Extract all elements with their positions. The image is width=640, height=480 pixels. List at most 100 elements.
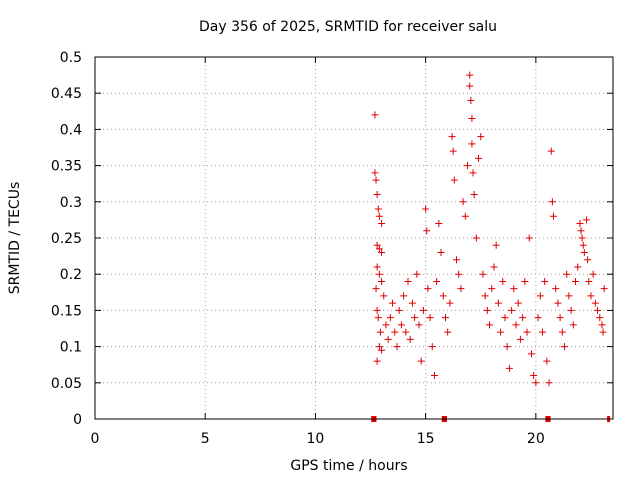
data-point <box>563 270 571 278</box>
x-tick-label: 20 <box>527 431 545 447</box>
data-point <box>600 285 608 293</box>
data-point <box>375 245 383 253</box>
data-point <box>372 176 380 184</box>
data-point <box>446 299 454 307</box>
data-point <box>406 335 414 343</box>
data-point <box>468 140 476 148</box>
data-point <box>378 248 386 256</box>
data-point <box>373 357 381 365</box>
data-point <box>558 328 566 336</box>
data-point <box>450 176 458 184</box>
data-point <box>371 169 379 177</box>
data-point <box>435 220 443 228</box>
data-point <box>565 292 573 300</box>
data-point <box>373 191 381 199</box>
y-tick-label: 0.5 <box>60 50 82 66</box>
data-point <box>556 314 564 322</box>
data-point <box>483 306 491 314</box>
data-point <box>579 241 587 249</box>
data-point <box>437 248 445 256</box>
data-point <box>397 321 405 329</box>
data-point <box>580 248 588 256</box>
data-point <box>503 343 511 351</box>
data-point <box>459 198 467 206</box>
data-point <box>371 111 379 119</box>
data-point <box>477 133 485 141</box>
data-point <box>547 147 555 155</box>
x-axis-label: GPS time / hours <box>290 458 407 474</box>
data-point <box>532 379 540 387</box>
y-tick-label: 0.15 <box>51 303 82 319</box>
data-point <box>574 263 582 271</box>
data-point <box>530 372 538 380</box>
data-point <box>501 314 509 322</box>
data-point <box>426 314 434 322</box>
data-point <box>411 314 419 322</box>
y-tick-label: 0.2 <box>60 267 82 283</box>
y-tick-label: 0 <box>73 412 82 428</box>
y-tick-label: 0.45 <box>51 86 82 102</box>
data-point <box>444 328 452 336</box>
data-point <box>541 277 549 285</box>
x-tick-label: 15 <box>417 431 435 447</box>
data-point <box>572 277 580 285</box>
x-tick-label: 10 <box>307 431 325 447</box>
data-point <box>527 350 535 358</box>
data-point <box>561 343 569 351</box>
data-point <box>567 306 575 314</box>
data-point <box>499 277 507 285</box>
data-point <box>599 328 607 336</box>
data-point <box>466 82 474 90</box>
data-point <box>376 328 384 336</box>
data-point <box>422 205 430 213</box>
data-point <box>512 321 520 329</box>
data-point <box>508 306 516 314</box>
y-tick-label: 0.35 <box>51 159 82 175</box>
data-point <box>373 306 381 314</box>
data-point <box>466 71 474 79</box>
chart-title: Day 356 of 2025, SRMTID for receiver sal… <box>199 19 497 35</box>
data-point <box>428 343 436 351</box>
data-point <box>497 328 505 336</box>
data-point <box>400 292 408 300</box>
data-point <box>415 321 423 329</box>
data-point <box>587 292 595 300</box>
data-point <box>449 147 457 155</box>
axis-ticks: 0 5 10 15 20 0 0.05 0.1 0.15 0.2 0.25 0.3 0.35 0.4 0.4… <box>51 50 613 447</box>
data-point <box>374 205 382 213</box>
data-point <box>452 256 460 264</box>
data-point <box>470 191 478 199</box>
y-tick-label: 0.4 <box>60 122 82 138</box>
data-point <box>549 212 557 220</box>
data-point <box>389 299 397 307</box>
data-point <box>384 335 392 343</box>
data-point <box>419 306 427 314</box>
data-point <box>516 335 524 343</box>
data-point <box>583 216 591 224</box>
data-point <box>375 212 383 220</box>
data-point <box>589 270 597 278</box>
data-point <box>395 306 403 314</box>
data-point <box>467 96 475 104</box>
data-point <box>378 277 386 285</box>
data-point <box>554 299 562 307</box>
data-point <box>488 285 496 293</box>
data-point <box>391 328 399 336</box>
data-point <box>380 292 388 300</box>
data-point <box>468 115 476 123</box>
data-point <box>441 314 449 322</box>
data-point <box>591 299 599 307</box>
data-point <box>393 343 401 351</box>
data-point <box>536 292 544 300</box>
data-point <box>439 292 447 300</box>
data-point <box>382 321 390 329</box>
data-point <box>433 277 441 285</box>
y-tick-label: 0.3 <box>60 195 82 211</box>
data-point <box>569 321 577 329</box>
data-point <box>424 285 432 293</box>
data-point <box>448 133 456 141</box>
data-point <box>417 357 425 365</box>
data-point <box>461 212 469 220</box>
